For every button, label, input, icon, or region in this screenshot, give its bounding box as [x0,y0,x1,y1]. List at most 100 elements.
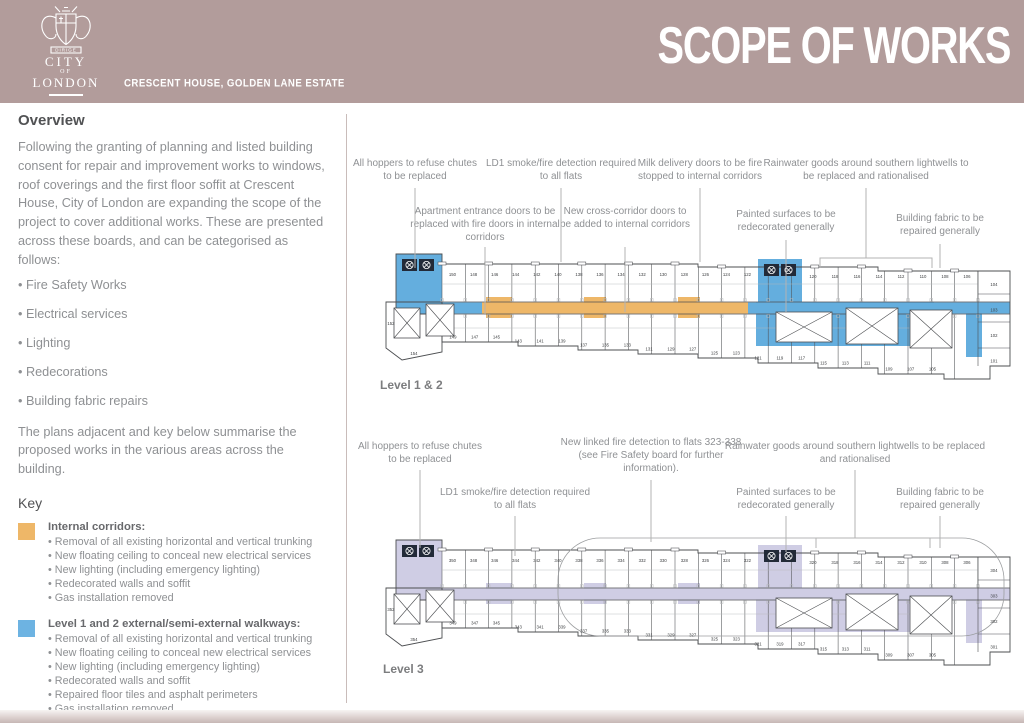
svg-text:311: 311 [864,647,871,652]
key-item-internal-corridors: Internal corridors: Removal of all exist… [18,521,332,605]
panel-divider [346,114,347,703]
key-bullet-list: Removal of all existing horizontal and v… [48,535,332,605]
svg-text:330: 330 [660,558,668,563]
key-bullet: Repaired floor tiles and asphalt perimet… [48,688,332,702]
svg-text:141: 141 [537,339,545,344]
svg-text:337: 337 [580,629,588,634]
svg-text:147: 147 [471,335,479,340]
svg-text:112: 112 [898,274,905,279]
crest-motto: DIRIGE [55,48,77,53]
svg-text:331: 331 [646,633,654,638]
svg-text:314: 314 [875,560,883,565]
svg-text:307: 307 [907,653,915,658]
svg-text:138: 138 [575,272,583,277]
key-bullet: Redecorated walls and soffit [48,674,332,688]
key-title: Internal corridors: [48,520,146,533]
svg-text:332: 332 [639,558,647,563]
key-bullet: New floating ceiling to conceal new elec… [48,549,332,563]
svg-text:137: 137 [580,343,588,348]
footer-strip [0,710,1024,723]
svg-text:146: 146 [491,272,499,277]
svg-text:103: 103 [990,308,998,313]
svg-text:329: 329 [667,633,675,638]
svg-text:102: 102 [990,333,998,338]
svg-text:123: 123 [733,351,741,356]
svg-text:348: 348 [470,558,478,563]
svg-text:124: 124 [723,272,731,277]
svg-text:127: 127 [689,347,697,352]
svg-text:115: 115 [820,361,827,366]
overview-bullet: Fire Safety Works [18,278,332,292]
header: DIRIGE CITY OF LONDON CRESCENT HOUSE, GO… [0,0,1024,103]
overview-bullet: Redecorations [18,365,332,379]
svg-text:333: 333 [624,629,632,634]
overview-bullet: Electrical services [18,307,332,321]
overview-bullet: Lighting [18,336,332,350]
svg-text:323: 323 [733,637,741,642]
svg-text:324: 324 [723,558,731,563]
svg-text:116: 116 [854,274,861,279]
svg-text:308: 308 [941,560,949,565]
board-subtitle: CRESCENT HOUSE, GOLDEN LANE ESTATE [124,77,345,90]
svg-text:315: 315 [820,647,828,652]
svg-text:107: 107 [907,367,915,372]
svg-text:345: 345 [493,621,501,626]
svg-text:326: 326 [702,558,710,563]
plan-level-label: Level 1 & 2 [380,378,443,392]
svg-text:309: 309 [885,653,893,658]
logo-text-london: LONDON [32,75,100,90]
overview-bullet: Building fabric repairs [18,394,332,408]
svg-text:325: 325 [711,637,719,642]
svg-text:322: 322 [744,558,752,563]
svg-text:140: 140 [554,272,562,277]
svg-text:145: 145 [493,335,501,340]
svg-text:119: 119 [776,356,783,361]
key-bullet-list: Removal of all existing horizontal and v… [48,632,332,716]
annotation-label: All hoppers to refuse chutes to be repla… [358,441,482,466]
logo-text-city: CITY [44,54,88,69]
svg-text:149: 149 [449,335,457,340]
svg-text:304: 304 [990,568,998,573]
svg-text:320: 320 [809,560,817,565]
key-swatch-internal-corridors [18,522,35,540]
svg-text:346: 346 [491,558,499,563]
svg-text:144: 144 [512,272,520,277]
annotation-label: LD1 smoke/fire detection required to all… [485,158,637,183]
floor-plan: 350 348 346 344 342 340 338 336 334 332 330 328 326 3… [385,537,1011,666]
svg-text:131: 131 [646,347,654,352]
annotation-label: New linked fire detection to flats 323-3… [560,437,742,475]
svg-text:154: 154 [410,351,418,356]
svg-text:352: 352 [387,607,395,612]
svg-text:106: 106 [963,274,971,279]
svg-text:343: 343 [515,625,523,630]
key-bullet: New lighting (including emergency lighti… [48,660,332,674]
svg-text:111: 111 [864,361,871,366]
svg-text:136: 136 [596,272,604,277]
svg-text:350: 350 [449,558,457,563]
svg-text:134: 134 [618,272,626,277]
svg-text:130: 130 [660,272,668,277]
annotation-label: Rainwater goods around southern lightwel… [724,441,986,466]
key-title: Level 1 and 2 external/semi-external wal… [48,618,301,631]
svg-text:336: 336 [596,558,604,563]
board-title: SCOPE OF WORKS [657,16,1011,75]
annotation-label: Rainwater goods around southern lightwel… [763,158,969,183]
key-swatch-level-1-2-walkways [18,620,35,638]
svg-text:302: 302 [990,619,998,624]
svg-text:129: 129 [667,347,675,352]
svg-text:317: 317 [798,642,806,647]
annotation-label: Milk delivery doors to be fire stopped t… [637,158,763,183]
key-bullet: Removal of all existing horizontal and v… [48,632,332,646]
svg-text:312: 312 [897,560,905,565]
svg-text:328: 328 [681,558,689,563]
key-heading: Key [18,494,43,511]
annotation-label: New cross-corridor doors to be added to … [559,206,691,231]
svg-text:338: 338 [575,558,583,563]
key-item-level-1-2-walkways: Level 1 and 2 external/semi-external wal… [18,618,332,716]
key-bullet: Removal of all existing horizontal and v… [48,535,332,549]
svg-text:133: 133 [624,343,632,348]
svg-text:101: 101 [990,359,998,364]
annotation-label: Building fabric to be repaired generally [896,487,984,512]
svg-text:319: 319 [776,642,784,647]
svg-text:148: 148 [470,272,478,277]
